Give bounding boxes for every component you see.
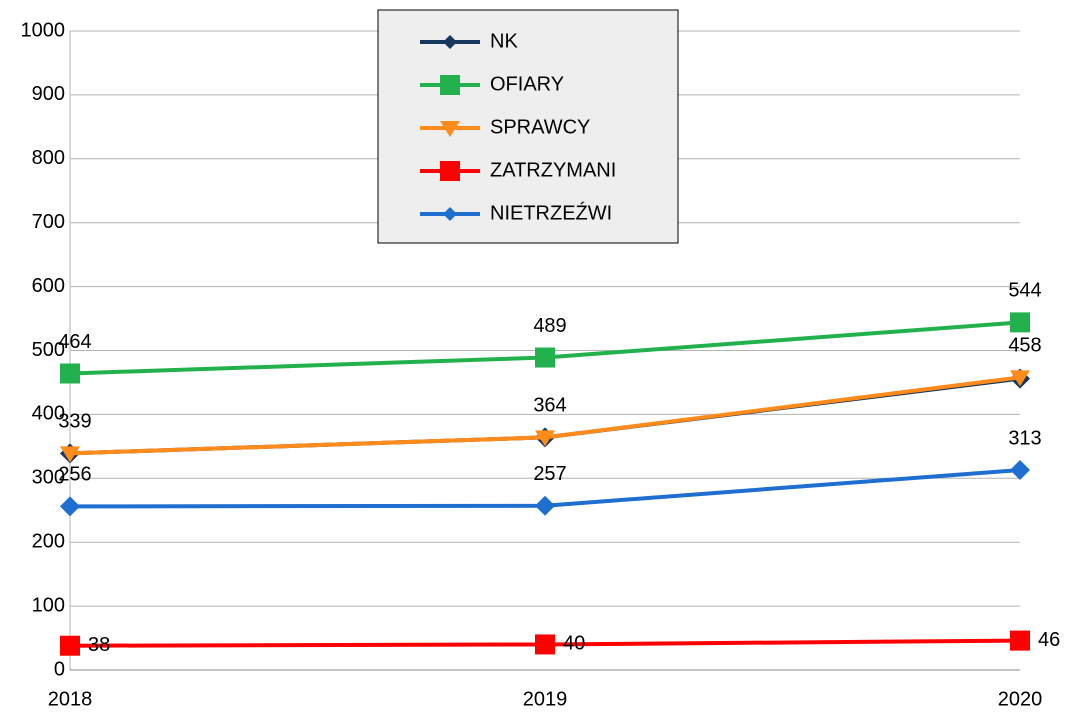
point-marker [1010,370,1030,387]
y-tick-label: 900 [32,83,65,105]
legend-marker [440,121,460,137]
point-marker [1010,312,1030,333]
point-marker [535,347,555,368]
legend-label: OFIARY [490,73,564,95]
data-label: 40 [563,633,585,655]
y-tick-label: 200 [32,530,65,552]
legend-label: SPRAWCY [490,116,590,138]
legend-marker [440,161,460,181]
data-label: 257 [533,463,566,485]
data-label: 46 [1038,629,1060,651]
x-tick-label: 2018 [48,688,93,710]
data-label: 38 [88,634,110,656]
y-tick-label: 400 [32,403,65,425]
x-tick-label: 2019 [523,688,568,710]
point-marker [60,496,80,517]
data-label: 364 [533,395,566,417]
y-tick-label: 800 [32,147,65,169]
y-tick-label: 700 [32,211,65,233]
y-tick-label: 600 [32,275,65,297]
point-marker [1010,459,1030,480]
data-label: 313 [1008,427,1041,449]
legend-label: ZATRZYMANI [490,159,616,181]
data-label: 464 [58,331,91,353]
point-marker [535,430,555,447]
point-marker [60,635,80,656]
x-tick-label: 2020 [998,688,1043,710]
data-label: 489 [533,315,566,337]
data-label: 256 [58,464,91,486]
point-marker [1010,630,1030,651]
legend-marker [443,35,457,49]
y-tick-label: 0 [54,658,65,680]
point-marker [535,495,555,516]
data-label: 458 [1008,335,1041,357]
y-tick-label: 1000 [21,19,66,41]
y-tick-label: 100 [32,594,65,616]
legend-marker [440,75,460,95]
legend-label: NIETRZEŹWI [490,201,612,224]
point-marker [535,634,555,655]
legend-marker [443,207,457,221]
y-tick-label: 300 [32,467,65,489]
point-marker [60,363,80,384]
data-label: 339 [58,411,91,433]
y-tick-label: 500 [32,339,65,361]
point-marker [60,446,80,463]
legend-label: NK [490,30,518,52]
data-label: 544 [1008,280,1041,302]
